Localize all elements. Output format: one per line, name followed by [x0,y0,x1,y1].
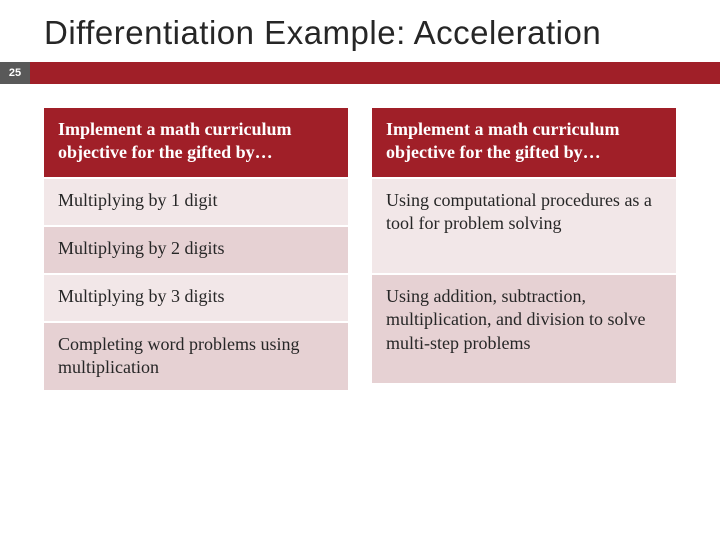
right-row: Using computational procedures as a tool… [372,179,676,273]
slide: Differentiation Example: Acceleration 25… [0,0,720,540]
right-column: Implement a math curriculum objective fo… [372,108,676,392]
left-header: Implement a math curriculum objective fo… [44,108,348,177]
slide-title: Differentiation Example: Acceleration [0,0,720,62]
accent-bar-row: 25 [0,62,720,90]
right-row: Using addition, subtraction, multiplicat… [372,275,676,383]
left-row: Completing word problems using multiplic… [44,323,348,390]
page-number-badge: 25 [0,62,30,84]
left-row: Multiplying by 3 digits [44,275,348,321]
left-column: Implement a math curriculum objective fo… [44,108,348,392]
accent-bar [30,62,720,84]
right-header: Implement a math curriculum objective fo… [372,108,676,177]
content-area: Implement a math curriculum objective fo… [0,90,720,392]
left-row: Multiplying by 2 digits [44,227,348,273]
left-row: Multiplying by 1 digit [44,179,348,225]
